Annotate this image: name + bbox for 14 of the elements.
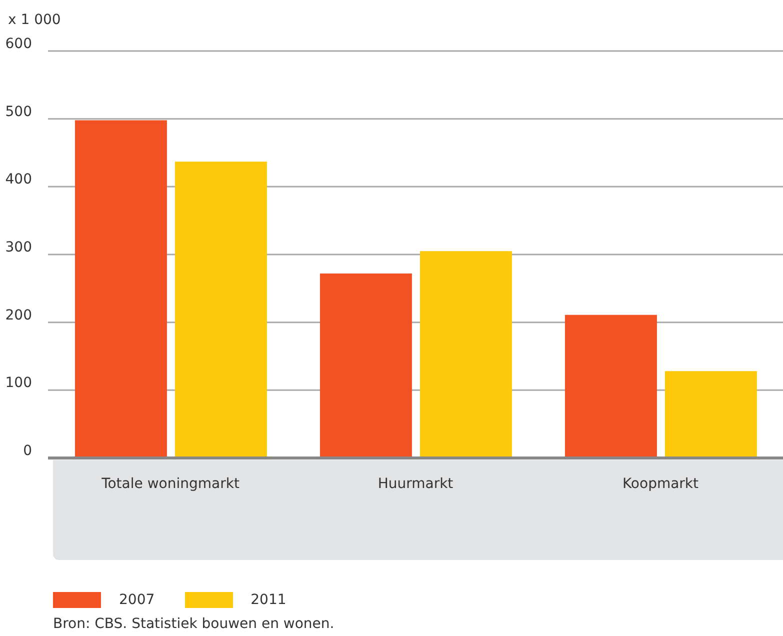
y-tick-label: 500 [5, 104, 32, 120]
x-tick-label: Totale woningmarkt [100, 476, 240, 492]
y-tick-label: 0 [23, 442, 32, 459]
y-tick-label: 600 [5, 36, 32, 52]
text: Bron: CBS. Statistiek bouwen en wonen. [53, 616, 334, 632]
legend-label: 2011 [250, 592, 286, 608]
y-tick-label: 200 [5, 307, 32, 324]
legend-label: 2007 [119, 592, 155, 608]
y-tick-label: 100 [5, 375, 32, 392]
y-tick-label: 400 [5, 172, 32, 188]
x-tick-label: Koopmarkt [622, 476, 700, 492]
x-tick-label: Huurmarkt [378, 476, 454, 492]
y-axis-title: x 1 000 [8, 12, 61, 28]
y-tick-label: 300 [5, 239, 32, 256]
